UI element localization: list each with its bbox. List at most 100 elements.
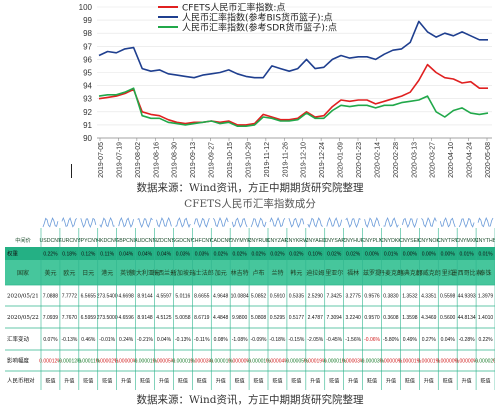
table-cell: 0.10% (308, 252, 323, 258)
table-cell: 1.4010 (478, 315, 494, 321)
table-cell: 7.0939 (43, 315, 59, 321)
row-label: 权重 (7, 250, 19, 258)
table-cell: 贬值 (254, 378, 264, 385)
table-cell: 贬值 (329, 378, 339, 385)
table-cell: -0.00002% (473, 359, 495, 365)
column-header: 兰特 (271, 269, 283, 277)
table-cell: -0.01% (99, 337, 115, 343)
x-tick-label: 2020-02-14 (374, 142, 381, 178)
table-cell: 8.9148 (137, 315, 153, 321)
x-tick-label: 2019-12-10 (301, 142, 308, 178)
table-cell: 升值 (348, 378, 358, 385)
table-cell: 0.18% (62, 252, 77, 258)
x-tick-label: 2019-10-15 (227, 142, 234, 178)
table-cell: 贬值 (45, 378, 55, 385)
table-cell: -0.00001% (246, 359, 271, 365)
table-cell: 4.6698 (118, 294, 134, 300)
column-header: 林吉特 (231, 269, 249, 277)
table-cell: 0.00% (403, 252, 418, 258)
table-cell: 0.02% (214, 252, 229, 258)
table-cell: 0.5177 (289, 315, 305, 321)
table-cell: 0.00002% (96, 359, 119, 365)
table-cell: 0.00005% (153, 359, 176, 365)
table-band (5, 260, 495, 285)
table-cell: 0.00000% (115, 359, 138, 365)
table-cell: -0.11% (194, 337, 210, 343)
table-cell: 7.7772 (62, 294, 78, 300)
table-cell: 贬值 (291, 378, 301, 385)
currency-code: CNYDKK (380, 238, 402, 244)
table-cell: 0.02% (346, 252, 361, 258)
table-band (5, 285, 495, 390)
table-cell: 4.3469 (421, 315, 437, 321)
table-source-caption: 数据来源：Wind资讯，方正中期期货研究院整理 (136, 394, 364, 406)
x-tick-label: 2020-03-27 (430, 142, 437, 178)
table-cell: 0.00004% (266, 359, 289, 365)
y-tick-label: 90 (83, 134, 92, 143)
table-cell: 0.00001% (418, 359, 441, 365)
table-cell: 3.2775 (345, 294, 361, 300)
table-cell: 1.3979 (478, 294, 494, 300)
currency-code: GBPCNY (115, 238, 137, 244)
sparkline (42, 217, 59, 228)
table-cell: 4.5597 (156, 294, 172, 300)
table-cell: 0.00005% (493, 359, 495, 365)
table-cell: -0.13% (175, 337, 191, 343)
y-axis: 90 91 92 93 94 95 96 97 98 99 100 (79, 3, 93, 143)
x-tick-label: 2020-03-13 (411, 142, 418, 178)
table-cell: -0.00001% (322, 359, 347, 365)
column-header: 日元 (82, 270, 94, 277)
table-cell: 0.46% (81, 337, 96, 343)
sparkline (99, 216, 115, 228)
table-cell: 5.0058 (175, 315, 191, 321)
currency-code: USDCNY (40, 238, 62, 244)
table-cell: 3.2240 (345, 315, 361, 321)
y-tick-label: 97 (83, 42, 92, 51)
table-cell: 0.00019% (304, 359, 327, 365)
table-cell: 0.02% (233, 252, 248, 258)
sparkline (175, 217, 191, 229)
x-tick-label: 2019-07-05 (98, 142, 105, 178)
currency-code: CNYMYR (228, 238, 251, 244)
currency-code: AUDCNY (134, 238, 156, 244)
table-cell: 0.11% (100, 252, 114, 258)
table-cell: 0.04% (157, 252, 172, 258)
currency-code: CNYNOK (418, 238, 441, 244)
x-tick-label: 2019-08-30 (172, 142, 179, 178)
column-header: 丹麦克朗 (379, 269, 403, 277)
column-header: 迪拉姆 (306, 269, 324, 277)
table-cell: 0.9570 (364, 315, 380, 321)
table-cell: 贬值 (443, 378, 453, 385)
y-tick-label: 92 (83, 108, 92, 117)
sparkline (458, 217, 475, 229)
table-cell: 升值 (386, 378, 396, 385)
table-cell: 贬值 (102, 378, 112, 385)
table-cell: -0.00012% (57, 359, 82, 365)
table-cell: 升值 (424, 378, 434, 385)
table-cell: 7.7670 (62, 315, 78, 321)
table-cell: 44.8134 (458, 315, 476, 321)
table-cell: 0.00% (441, 252, 456, 258)
currency-code: CNYKRW (285, 238, 308, 244)
column-header: 兹罗提 (363, 269, 381, 277)
table-cell: 10.0884 (231, 294, 249, 300)
table-cell: 0.04% (157, 337, 172, 343)
table-cell: 0.5335 (289, 294, 305, 300)
table-cell: 4.9648 (213, 294, 229, 300)
sparkline (345, 217, 361, 229)
table-cell: -0.00005% (284, 359, 309, 365)
table-cell: -0.00003% (360, 359, 385, 365)
sparkline (137, 217, 153, 229)
table-cell: 0.03% (176, 252, 191, 258)
table-cell: 0.9576 (364, 294, 380, 300)
table-cell: 0.5295 (270, 315, 286, 321)
y-tick-label: 96 (83, 55, 92, 64)
sparkline (326, 216, 343, 228)
sparkline (61, 216, 78, 228)
x-tick-label: 2020-04-10 (448, 142, 455, 178)
table-cell: 2.5290 (308, 294, 324, 300)
table-cell: 0.00001% (399, 359, 422, 365)
table-cell: 贬值 (481, 378, 491, 385)
x-tick-label: 2019-07-19 (116, 142, 123, 178)
column-header: 欧元 (63, 269, 75, 277)
